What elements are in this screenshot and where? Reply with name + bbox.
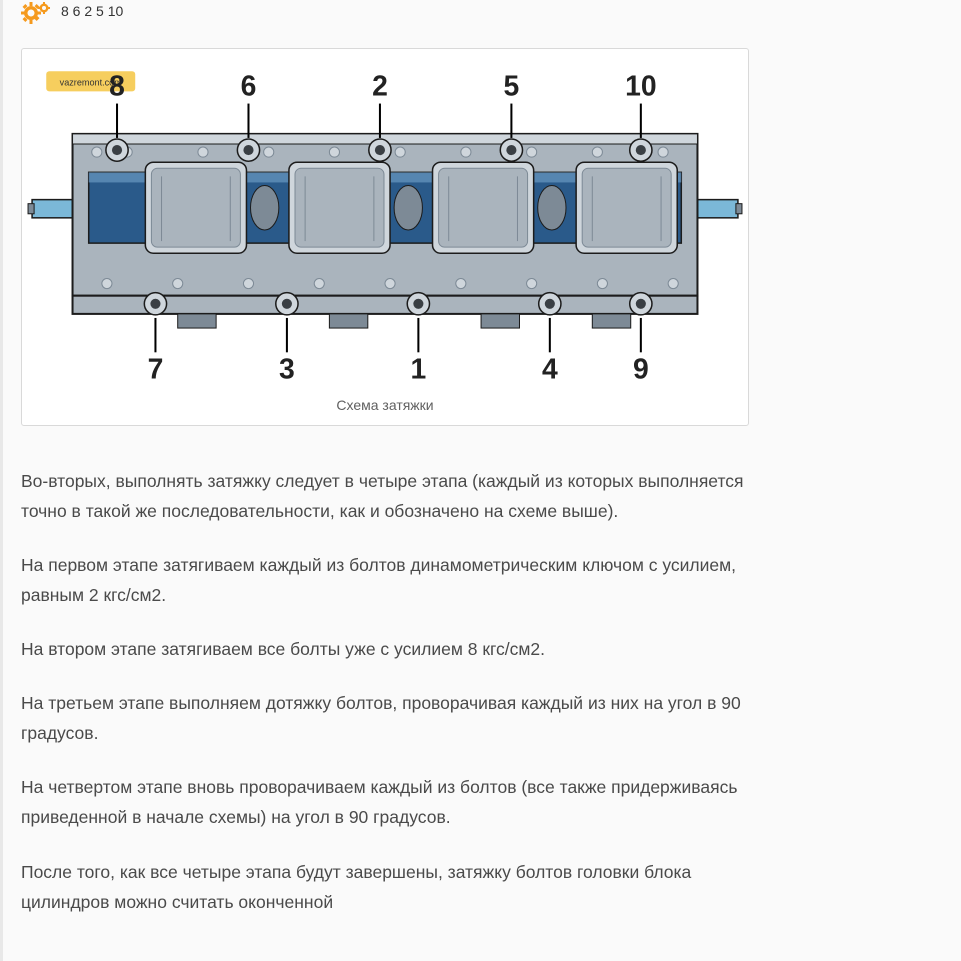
svg-text:2: 2 [372, 69, 388, 101]
svg-text:9: 9 [633, 353, 649, 385]
header-numbers: 8 6 2 5 10 [61, 2, 123, 19]
svg-text:1: 1 [410, 353, 426, 385]
svg-text:6: 6 [241, 69, 257, 101]
svg-text:3: 3 [279, 353, 295, 385]
svg-text:10: 10 [625, 69, 656, 101]
figure-caption: Схема затяжки [26, 387, 744, 421]
svg-text:4: 4 [542, 353, 558, 385]
paragraph: На первом этапе затягиваем каждый из бол… [21, 550, 751, 610]
paragraph: На четвертом этапе вновь проворачиваем к… [21, 772, 751, 832]
torque-sequence-diagram: vazremont.com86251073149 [26, 53, 744, 387]
diagram-figure: vazremont.com86251073149 Схема затяжки [21, 48, 749, 426]
svg-text:7: 7 [148, 353, 164, 385]
gear-icon [21, 2, 51, 26]
svg-text:5: 5 [504, 69, 520, 101]
paragraph: На втором этапе затягиваем все болты уже… [21, 634, 751, 664]
paragraph: После того, как все четыре этапа будут з… [21, 857, 751, 917]
paragraph: На третьем этапе выполняем дотяжку болто… [21, 688, 751, 748]
svg-text:8: 8 [109, 69, 125, 101]
paragraph: Во-вторых, выполнять затяжку следует в ч… [21, 466, 751, 526]
